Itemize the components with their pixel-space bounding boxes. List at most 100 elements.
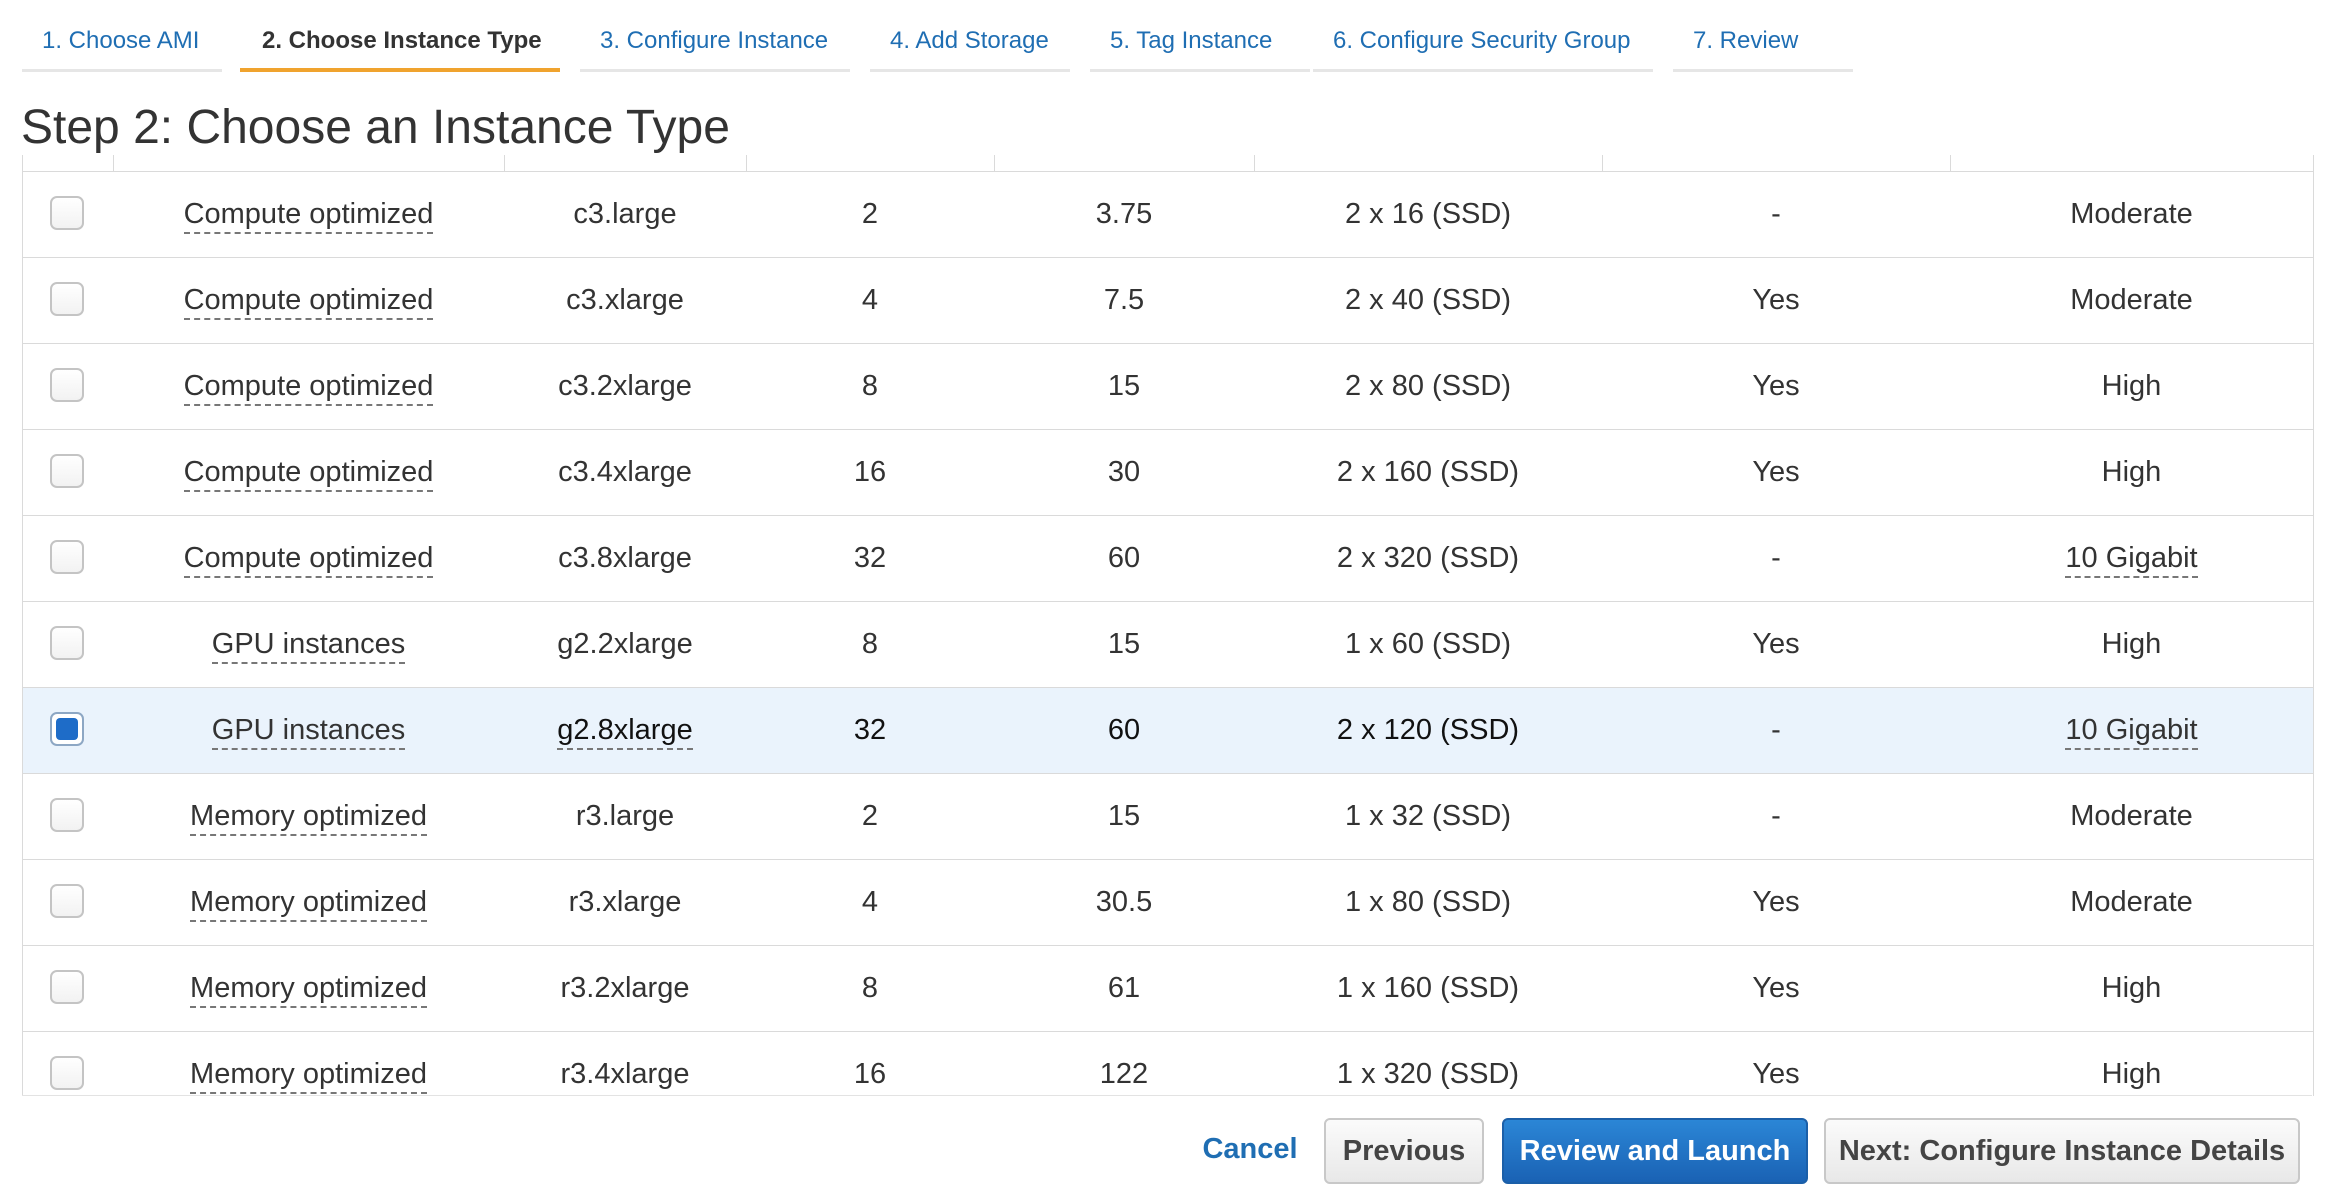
storage-cell: 2 x 120 (SSD) xyxy=(1254,688,1602,773)
checkbox-icon[interactable] xyxy=(50,712,84,746)
ebs-optimized-text: - xyxy=(1771,198,1781,230)
checkbox-icon[interactable] xyxy=(50,626,84,660)
family-text[interactable]: Compute optimized xyxy=(183,284,434,321)
network-performance-text[interactable]: 10 Gigabit xyxy=(2065,542,2198,579)
tab-configure-instance[interactable]: 3. Configure Instance xyxy=(580,0,850,72)
checkbox-icon[interactable] xyxy=(50,798,84,832)
wizard-tabs: 1. Choose AMI 2. Choose Instance Type 3.… xyxy=(0,0,2330,75)
checkbox-icon[interactable] xyxy=(50,282,84,316)
table-row[interactable]: Compute optimized c3.large 2 3.75 2 x 16 (SS… xyxy=(23,171,2313,257)
family-cell: Compute optimized xyxy=(113,258,504,343)
instance-type-cell: r3.4xlarge xyxy=(504,1032,746,1096)
memory-cell: 3.75 xyxy=(994,172,1254,257)
family-cell: Memory optimized xyxy=(113,774,504,859)
network-performance-cell: Moderate xyxy=(1950,258,2313,343)
instance-type-text[interactable]: g2.8xlarge xyxy=(557,714,693,751)
family-cell: Compute optimized xyxy=(113,172,504,257)
checkbox-icon[interactable] xyxy=(50,368,84,402)
table-row[interactable]: Compute optimized c3.xlarge 4 7.5 2 x 40 (SS… xyxy=(23,257,2313,343)
ebs-optimized-text: - xyxy=(1771,800,1781,832)
table-row[interactable]: Compute optimized c3.2xlarge 8 15 2 x 80 (SS… xyxy=(23,343,2313,429)
network-performance-text: Moderate xyxy=(2070,198,2193,230)
table-row[interactable]: Memory optimized r3.4xlarge 16 122 1 x 320 (… xyxy=(23,1031,2313,1096)
checkbox-icon[interactable] xyxy=(50,454,84,488)
ebs-optimized-cell: Yes xyxy=(1602,860,1950,945)
checkbox-icon[interactable] xyxy=(50,196,84,230)
family-cell: Compute optimized xyxy=(113,430,504,515)
checkbox-cell xyxy=(23,946,113,1031)
table-row[interactable]: GPU instances g2.2xlarge 8 15 1 x 60 (SSD) Ye… xyxy=(23,601,2313,687)
family-text[interactable]: Compute optimized xyxy=(183,456,434,493)
ebs-optimized-cell: Yes xyxy=(1602,344,1950,429)
instance-type-text: r3.2xlarge xyxy=(560,972,690,1004)
family-cell: Memory optimized xyxy=(113,946,504,1031)
family-text[interactable]: Memory optimized xyxy=(190,972,427,1009)
checkbox-icon[interactable] xyxy=(50,884,84,918)
memory-text: 15 xyxy=(1107,628,1141,660)
family-text[interactable]: Memory optimized xyxy=(190,800,427,837)
vcpus-text: 8 xyxy=(861,972,879,1004)
tab-choose-ami[interactable]: 1. Choose AMI xyxy=(22,0,222,72)
vcpus-cell: 8 xyxy=(746,602,994,687)
table-row[interactable]: Memory optimized r3.xlarge 4 30.5 1 x 80 (SS… xyxy=(23,859,2313,945)
network-performance-text: Moderate xyxy=(2070,886,2193,918)
memory-text: 61 xyxy=(1107,972,1141,1004)
vcpus-cell: 16 xyxy=(746,1032,994,1096)
tab-choose-instance-type[interactable]: 2. Choose Instance Type xyxy=(240,0,560,72)
ebs-optimized-cell: - xyxy=(1602,172,1950,257)
family-text[interactable]: GPU instances xyxy=(211,628,406,665)
network-performance-text: High xyxy=(2101,1058,2162,1090)
family-text[interactable]: Compute optimized xyxy=(183,370,434,407)
family-text[interactable]: Compute optimized xyxy=(183,198,434,235)
table-row[interactable]: Memory optimized r3.large 2 15 1 x 32 (SSD) -… xyxy=(23,773,2313,859)
network-performance-cell: 10 Gigabit xyxy=(1950,688,2313,773)
family-text[interactable]: Compute optimized xyxy=(183,542,434,579)
vcpus-cell: 8 xyxy=(746,946,994,1031)
checkbox-icon[interactable] xyxy=(50,540,84,574)
tab-tag-instance[interactable]: 5. Tag Instance xyxy=(1090,0,1310,72)
family-cell: Compute optimized xyxy=(113,516,504,601)
vcpus-text: 8 xyxy=(861,628,879,660)
previous-button[interactable]: Previous xyxy=(1324,1118,1484,1184)
memory-text: 122 xyxy=(1099,1058,1149,1090)
instance-type-cell: g2.2xlarge xyxy=(504,602,746,687)
ebs-optimized-text: Yes xyxy=(1752,284,1800,316)
next-configure-instance-details-button[interactable]: Next: Configure Instance Details xyxy=(1824,1118,2300,1184)
network-performance-text[interactable]: 10 Gigabit xyxy=(2065,714,2198,751)
table-row[interactable]: Compute optimized c3.8xlarge 32 60 2 x 320 (… xyxy=(23,515,2313,601)
instance-type-text: c3.8xlarge xyxy=(558,542,692,574)
ebs-optimized-cell: Yes xyxy=(1602,430,1950,515)
checkbox-cell xyxy=(23,258,113,343)
family-cell: GPU instances xyxy=(113,688,504,773)
table-row[interactable]: Compute optimized c3.4xlarge 16 30 2 x 160 (… xyxy=(23,429,2313,515)
network-performance-cell: Moderate xyxy=(1950,774,2313,859)
memory-cell: 60 xyxy=(994,688,1254,773)
instance-type-text: r3.xlarge xyxy=(568,886,682,918)
ebs-optimized-text: - xyxy=(1771,542,1781,574)
instance-type-text: c3.xlarge xyxy=(566,284,684,316)
checkbox-icon[interactable] xyxy=(50,970,84,1004)
checkbox-cell xyxy=(23,688,113,773)
tab-add-storage[interactable]: 4. Add Storage xyxy=(870,0,1070,72)
instance-type-cell: r3.large xyxy=(504,774,746,859)
memory-text: 30.5 xyxy=(1095,886,1153,918)
table-row[interactable]: Memory optimized r3.2xlarge 8 61 1 x 160 (SS… xyxy=(23,945,2313,1031)
tab-configure-security-group[interactable]: 6. Configure Security Group xyxy=(1313,0,1653,72)
family-text[interactable]: GPU instances xyxy=(211,714,406,751)
ebs-optimized-text: Yes xyxy=(1752,886,1800,918)
footer-divider xyxy=(22,1095,2312,1096)
family-text[interactable]: Memory optimized xyxy=(190,886,427,923)
vcpus-text: 2 xyxy=(861,800,879,832)
table-row[interactable]: GPU instances g2.8xlarge 32 60 2 x 120 (SSD)… xyxy=(23,687,2313,773)
cancel-button[interactable]: Cancel xyxy=(1202,1133,1298,1165)
family-text[interactable]: Memory optimized xyxy=(190,1058,427,1095)
network-performance-text: High xyxy=(2101,370,2162,402)
checkbox-icon[interactable] xyxy=(50,1056,84,1090)
instance-type-table: Compute optimized c3.large 2 3.75 2 x 16 (SS… xyxy=(22,155,2314,1096)
review-and-launch-button[interactable]: Review and Launch xyxy=(1502,1118,1808,1184)
network-performance-cell: High xyxy=(1950,602,2313,687)
tab-review[interactable]: 7. Review xyxy=(1673,0,1853,72)
vcpus-text: 4 xyxy=(861,284,879,316)
storage-cell: 1 x 320 (SSD) xyxy=(1254,1032,1602,1096)
vcpus-cell: 8 xyxy=(746,344,994,429)
